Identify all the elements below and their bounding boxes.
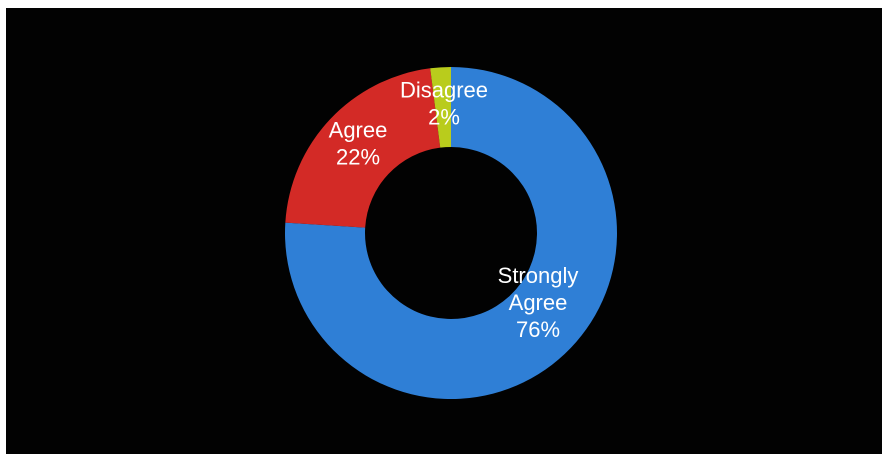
slice-disagree <box>430 67 451 148</box>
label-line: Strongly <box>498 263 579 288</box>
label-agree: Agree 22% <box>329 118 388 170</box>
donut-slices <box>285 67 617 399</box>
slice-agree <box>285 68 441 228</box>
label-line: Disagree <box>400 78 488 103</box>
label-line: Agree <box>509 290 568 315</box>
label-line: 76% <box>516 317 560 342</box>
label-line: Agree <box>329 118 388 143</box>
slice-strongly-agree <box>285 67 617 399</box>
label-line: 22% <box>336 145 380 170</box>
label-line: 2% <box>428 105 460 130</box>
label-disagree: Disagree 2% <box>400 78 488 130</box>
donut-labels: Strongly Agree 76%Agree 22%Disagree 2% <box>329 78 579 343</box>
label-strongly-agree: Strongly Agree 76% <box>498 263 579 342</box>
